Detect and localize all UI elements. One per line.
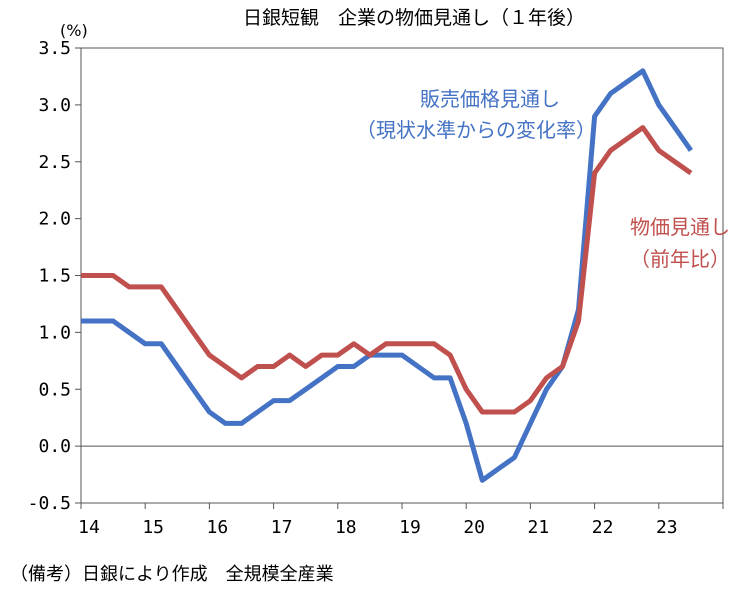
y-tick-label: 2.5 [38, 152, 71, 173]
series-line-sales-price-outlook [81, 68, 693, 483]
series-label-sales-price-line2: （現状水準からの変化率） [356, 118, 596, 142]
x-tick-label: 21 [528, 517, 550, 538]
x-tick-label: 15 [142, 517, 164, 538]
y-tick-label: 1.0 [38, 322, 71, 343]
x-tick-label: 19 [399, 517, 421, 538]
series-label-price-outlook-line2: （前年比） [630, 247, 730, 271]
x-tick-label: 23 [656, 517, 678, 538]
y-tick-label: 3.0 [38, 95, 71, 116]
x-tick-label: 22 [592, 517, 614, 538]
plot-frame [80, 47, 724, 504]
y-tick-label: 0.0 [38, 436, 71, 457]
y-axis-unit: (%) [60, 21, 88, 40]
x-tick-label: 18 [335, 517, 357, 538]
series-lines [81, 68, 693, 483]
series-line-price-outlook [81, 125, 693, 415]
x-tick-label: 20 [463, 517, 485, 538]
x-axis-ticks: 14 15 16 17 18 19 20 21 22 23 [78, 503, 724, 538]
y-tick-label: 0.5 [38, 379, 71, 400]
source-note: （備考）日銀により作成 全規模全産業 [10, 564, 334, 585]
y-tick-label: -0.5 [28, 493, 71, 514]
x-tick-label: 17 [271, 517, 293, 538]
y-axis-ticks: 3.5 3.0 2.5 2.0 1.5 1.0 0.5 0.0 -0.5 [28, 38, 81, 514]
x-tick-label: 14 [78, 517, 100, 538]
y-tick-label: 2.0 [38, 209, 71, 230]
x-tick-label: 16 [207, 517, 229, 538]
series-label-price-outlook-line1: 物価見通し [630, 215, 730, 239]
y-tick-label: 1.5 [38, 266, 71, 287]
chart-title: 日銀短観 企業の物価見通し（１年後） [243, 7, 585, 29]
y-tick-label: 3.5 [38, 38, 71, 59]
plot-area [80, 47, 724, 504]
series-label-sales-price-line1: 販売価格見通し [420, 87, 560, 111]
